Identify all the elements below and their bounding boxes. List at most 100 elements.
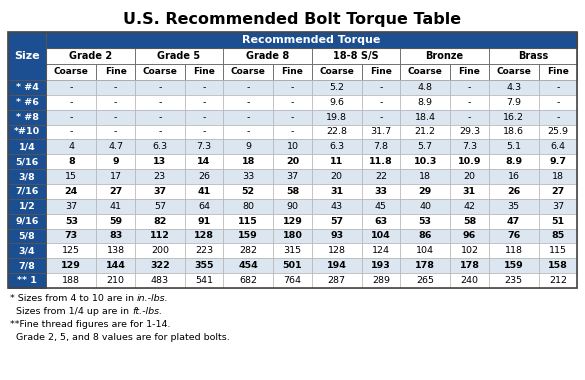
Bar <box>97 125 135 139</box>
Text: 18: 18 <box>552 172 564 181</box>
Text: 37: 37 <box>287 172 298 181</box>
Bar <box>312 80 362 95</box>
Bar <box>312 125 362 139</box>
Text: 1/4: 1/4 <box>19 142 36 151</box>
Text: 125: 125 <box>63 246 80 255</box>
Bar <box>97 258 135 273</box>
Text: Coarse: Coarse <box>231 68 266 76</box>
Text: -: - <box>247 112 250 122</box>
Text: 3/8: 3/8 <box>19 172 36 181</box>
Bar <box>223 139 273 154</box>
Text: 501: 501 <box>283 261 302 270</box>
Text: 59: 59 <box>109 217 122 226</box>
Bar <box>46 32 577 48</box>
Bar <box>362 273 400 288</box>
Text: -: - <box>158 98 161 107</box>
Text: 212: 212 <box>549 276 567 285</box>
Bar <box>273 139 312 154</box>
Bar <box>46 244 97 258</box>
Text: 4.7: 4.7 <box>108 142 123 151</box>
Text: 158: 158 <box>548 261 568 270</box>
Text: 29: 29 <box>419 187 432 196</box>
Text: Fine: Fine <box>281 68 304 76</box>
Text: 19.8: 19.8 <box>326 112 347 122</box>
Text: 541: 541 <box>195 276 213 285</box>
Bar <box>223 229 273 244</box>
Bar <box>273 229 312 244</box>
Bar <box>362 199 400 214</box>
Text: 53: 53 <box>419 217 432 226</box>
Text: 20: 20 <box>463 172 476 181</box>
Bar <box>362 125 400 139</box>
Text: 7/8: 7/8 <box>19 261 36 270</box>
Text: 18: 18 <box>242 157 255 166</box>
Text: 10.3: 10.3 <box>414 157 437 166</box>
Bar <box>185 95 223 110</box>
Text: 6.3: 6.3 <box>152 142 167 151</box>
Bar <box>46 110 97 125</box>
Text: 764: 764 <box>284 276 301 285</box>
Bar <box>223 169 273 184</box>
Bar <box>223 214 273 229</box>
Bar <box>223 184 273 199</box>
Bar <box>273 125 312 139</box>
Bar <box>312 244 362 258</box>
Bar <box>488 199 539 214</box>
Bar <box>362 244 400 258</box>
Bar <box>135 273 185 288</box>
Bar <box>312 199 362 214</box>
Bar <box>223 273 273 288</box>
Text: Coarse: Coarse <box>408 68 443 76</box>
Text: * #8: * #8 <box>16 112 39 122</box>
Bar <box>400 258 450 273</box>
Bar <box>8 80 46 95</box>
Bar <box>8 199 46 214</box>
Bar <box>362 169 400 184</box>
Text: 483: 483 <box>151 276 169 285</box>
Bar <box>539 214 577 229</box>
Text: 180: 180 <box>283 231 302 241</box>
Bar <box>273 64 312 80</box>
Bar <box>223 95 273 110</box>
Bar <box>273 110 312 125</box>
Text: **Fine thread figures are for 1-14.: **Fine thread figures are for 1-14. <box>10 320 170 329</box>
Text: 37: 37 <box>153 187 166 196</box>
Text: 76: 76 <box>507 231 520 241</box>
Bar <box>185 199 223 214</box>
Bar <box>539 154 577 169</box>
Bar <box>8 95 46 110</box>
Bar <box>362 184 400 199</box>
Text: -: - <box>202 83 206 92</box>
Bar <box>97 184 135 199</box>
Bar <box>450 64 488 80</box>
Text: 7.3: 7.3 <box>462 142 477 151</box>
Bar <box>362 110 400 125</box>
Bar <box>135 64 185 80</box>
Text: 200: 200 <box>151 246 169 255</box>
Text: 282: 282 <box>239 246 257 255</box>
Bar <box>400 244 450 258</box>
Bar <box>223 48 312 64</box>
Text: 64: 64 <box>198 202 210 211</box>
Bar <box>488 273 539 288</box>
Text: 20: 20 <box>331 172 343 181</box>
Text: -: - <box>114 98 117 107</box>
Text: Recommended Torque: Recommended Torque <box>242 35 381 45</box>
Text: 80: 80 <box>242 202 254 211</box>
Text: Sizes from 1/4 up are in: Sizes from 1/4 up are in <box>10 307 132 316</box>
Text: 31.7: 31.7 <box>370 128 391 136</box>
Bar <box>539 258 577 273</box>
Bar <box>450 80 488 95</box>
Text: -: - <box>291 128 294 136</box>
Bar <box>539 273 577 288</box>
Bar <box>46 154 97 169</box>
Bar <box>400 169 450 184</box>
Text: Grade 2, 5, and 8 values are for plated bolts.: Grade 2, 5, and 8 values are for plated … <box>10 333 230 342</box>
Bar <box>273 258 312 273</box>
Bar <box>97 139 135 154</box>
Bar <box>97 244 135 258</box>
Bar <box>400 95 450 110</box>
Text: 124: 124 <box>372 246 390 255</box>
Bar <box>273 80 312 95</box>
Bar <box>400 125 450 139</box>
